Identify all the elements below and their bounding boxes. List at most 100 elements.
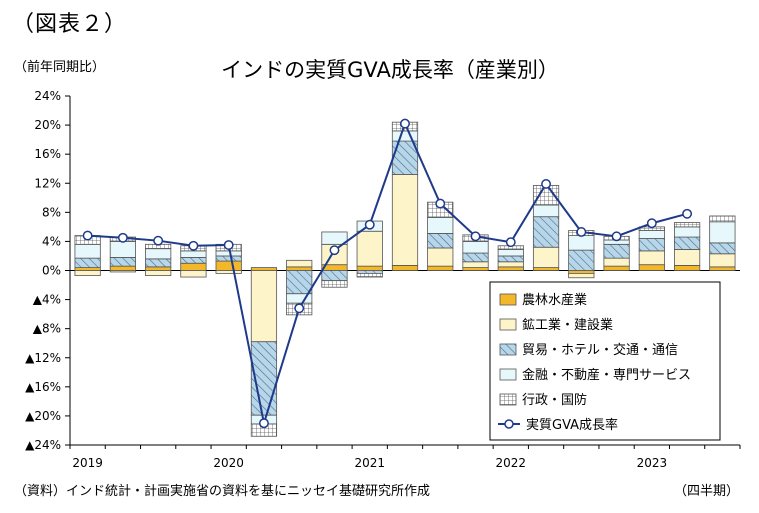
legend-swatch-gov bbox=[499, 393, 517, 406]
bar-segment-industry bbox=[250, 270, 278, 343]
bar-segment-agri bbox=[568, 270, 595, 274]
y-tick-label: ▲8% bbox=[33, 322, 61, 336]
bar-segment-agri bbox=[391, 265, 419, 271]
bar-segment-industry bbox=[638, 250, 665, 266]
bar-segment-agri bbox=[427, 265, 454, 271]
y-tick-label: 8% bbox=[42, 205, 61, 219]
bar-segment-finance bbox=[709, 221, 736, 244]
legend-label-gov: 行政・国防 bbox=[522, 392, 587, 408]
legend-label-agri: 農林水産業 bbox=[522, 292, 587, 308]
bar-segment-finance bbox=[215, 250, 242, 257]
x-year-label: 2023 bbox=[637, 456, 668, 470]
gva-point bbox=[611, 231, 622, 242]
bar-segment-industry bbox=[674, 249, 701, 266]
line-series bbox=[82, 118, 693, 429]
gva-point bbox=[682, 208, 693, 219]
bar-segment-industry bbox=[497, 261, 524, 268]
legend-swatch-finance bbox=[499, 368, 517, 381]
bar-segment-agri bbox=[674, 265, 701, 271]
y-tick-label: 0% bbox=[42, 264, 61, 278]
bar-segment-industry bbox=[709, 253, 736, 268]
bar-segment-trade bbox=[427, 233, 454, 249]
y-tick-label: ▲24% bbox=[25, 438, 61, 452]
legend-label-gva: 実質GVA成長率 bbox=[526, 417, 618, 433]
y-tick-label: 16% bbox=[34, 147, 61, 161]
bar-segment-finance bbox=[674, 226, 701, 238]
bar-segment-gov bbox=[709, 215, 736, 223]
bar-segment-industry bbox=[427, 247, 454, 267]
bar-segment-agri bbox=[145, 266, 172, 271]
bar-segment-finance bbox=[532, 204, 560, 218]
gva-point bbox=[82, 230, 93, 241]
bar-segment-industry bbox=[74, 270, 101, 276]
bar-segment-finance bbox=[109, 241, 136, 258]
bar-segment-agri bbox=[286, 266, 313, 271]
bar-segment-industry bbox=[532, 246, 560, 268]
bar-segment-trade bbox=[356, 270, 383, 274]
bar-segment-agri bbox=[250, 267, 278, 271]
gva-point bbox=[435, 198, 446, 209]
legend-swatch-marker bbox=[504, 419, 514, 429]
bar-segment-industry bbox=[215, 270, 242, 274]
bar-segment-finance bbox=[74, 243, 101, 259]
bar-segment-trade bbox=[638, 238, 665, 252]
axes: 24% 20% 16% 12% 8% 4% 0% ▲4% ▲8% ▲12% ▲16% ▲20% ▲24%… bbox=[25, 89, 741, 470]
x-year-label: 2022 bbox=[496, 456, 527, 470]
gva-point bbox=[364, 219, 375, 230]
bar-segment-agri bbox=[709, 266, 736, 271]
y-tick-label: ▲20% bbox=[25, 409, 61, 423]
bar-segment-industry bbox=[286, 259, 313, 268]
bar-segment-industry bbox=[145, 270, 172, 276]
bar-segment-industry bbox=[356, 230, 383, 267]
bar-segment-trade bbox=[674, 236, 701, 250]
bar-segment-trade bbox=[74, 257, 101, 268]
bar-segment-trade bbox=[497, 255, 524, 263]
figure-label: （図表２） bbox=[12, 12, 128, 37]
x-year-label: 2021 bbox=[354, 456, 385, 470]
gva-point bbox=[470, 231, 481, 242]
bar-segment-industry bbox=[109, 270, 136, 273]
bar-segment-finance bbox=[391, 130, 419, 142]
legend-swatch-industry bbox=[499, 318, 517, 331]
bar-segment-trade bbox=[568, 249, 595, 271]
gva-point bbox=[329, 245, 340, 256]
bar-segment-finance bbox=[180, 250, 207, 258]
gva-point bbox=[541, 179, 552, 189]
bar-segment-trade bbox=[215, 255, 242, 262]
bar-segment-finance bbox=[568, 235, 595, 251]
y-tick-label: ▲12% bbox=[25, 351, 61, 365]
bar-segment-agri bbox=[356, 265, 383, 271]
bar-segment-trade bbox=[321, 270, 348, 282]
source-note: （資料）インド統計・計画実施省の資料を基にニッセイ基礎研究所作成 bbox=[14, 484, 431, 499]
bar-segment-gov bbox=[674, 222, 701, 228]
gva-point bbox=[188, 240, 199, 251]
gva-point bbox=[223, 240, 234, 251]
gva-point bbox=[646, 218, 657, 229]
bar-segment-industry bbox=[603, 257, 630, 267]
bar-segment-agri bbox=[638, 264, 665, 271]
bar-segment-trade bbox=[180, 257, 207, 264]
bar-segment-finance bbox=[427, 217, 454, 234]
chart-title: インドの実質GVA成長率（産業別） bbox=[221, 58, 559, 82]
bar-segment-trade bbox=[709, 242, 736, 255]
gva-point bbox=[258, 418, 269, 429]
gva-point bbox=[400, 118, 410, 129]
bar-segment-trade bbox=[286, 270, 313, 295]
gva-point bbox=[117, 232, 128, 243]
legend-label-finance: 金融・不動産・専門サービス bbox=[522, 367, 691, 383]
gva-point bbox=[294, 303, 305, 314]
y-unit-label: （前年同期比） bbox=[14, 60, 106, 75]
y-tick-label: 20% bbox=[34, 118, 61, 132]
bar-segment-finance bbox=[638, 230, 665, 239]
x-year-label: 2019 bbox=[72, 456, 103, 470]
y-tick-label: ▲16% bbox=[25, 380, 61, 394]
y-tick-label: 24% bbox=[34, 89, 61, 103]
gva-point bbox=[576, 227, 587, 237]
bar-segment-finance bbox=[497, 249, 524, 257]
bar-segment-finance bbox=[462, 241, 489, 254]
legend-label-industry: 鉱工業・建設業 bbox=[522, 317, 613, 333]
bar-segment-trade bbox=[109, 257, 136, 267]
y-tick-label: 12% bbox=[34, 176, 61, 190]
gva-line bbox=[87, 120, 688, 424]
